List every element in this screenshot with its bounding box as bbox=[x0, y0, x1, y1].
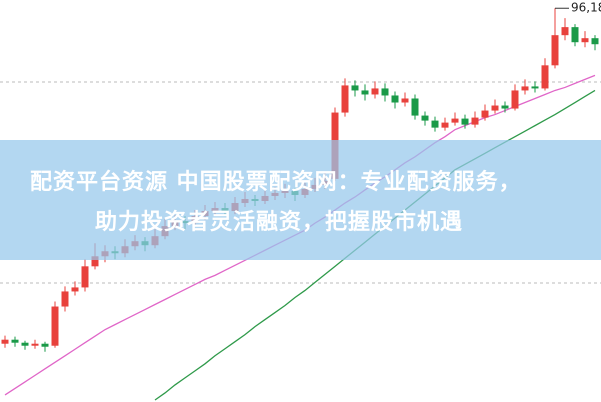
candle-body bbox=[421, 115, 429, 121]
candle-body bbox=[381, 88, 389, 96]
candle-body bbox=[521, 86, 529, 91]
candle-body bbox=[471, 117, 479, 125]
candle-body bbox=[71, 287, 79, 292]
candle-body bbox=[481, 110, 489, 118]
candle-body bbox=[11, 339, 19, 343]
candle-body bbox=[581, 38, 589, 43]
candle-body bbox=[21, 342, 29, 346]
candle-body bbox=[61, 291, 69, 307]
candle-body bbox=[511, 90, 519, 109]
candle-body bbox=[441, 122, 449, 128]
candle-body bbox=[491, 105, 499, 111]
candle-body bbox=[31, 343, 39, 346]
candle-body bbox=[431, 120, 439, 128]
candle-body bbox=[361, 90, 369, 95]
candle-body bbox=[411, 98, 419, 116]
candle-body bbox=[451, 118, 459, 123]
candle-body bbox=[341, 85, 349, 113]
banner-text: 助力投资者灵活融资，把握股市机遇 bbox=[95, 209, 463, 235]
candle-body bbox=[81, 266, 89, 288]
candle-body bbox=[461, 118, 469, 125]
banner-text: 配资平台资源 中国股票配资网：专业配资服务， bbox=[30, 169, 522, 195]
candle-body bbox=[371, 88, 379, 95]
candle-body bbox=[571, 27, 579, 43]
candle-body bbox=[591, 38, 599, 45]
candle-body bbox=[391, 95, 399, 103]
candle-body bbox=[1, 339, 9, 344]
candle-body bbox=[401, 98, 409, 103]
candle-body bbox=[551, 35, 559, 66]
candle-body bbox=[501, 105, 509, 109]
candle-body bbox=[541, 65, 549, 89]
candle-body bbox=[561, 27, 569, 36]
high-label: 96,18 bbox=[571, 1, 601, 15]
candle-body bbox=[41, 343, 49, 347]
candle-body bbox=[351, 85, 359, 91]
banner bbox=[0, 140, 601, 260]
candle-body bbox=[531, 86, 539, 89]
candle-body bbox=[51, 306, 59, 346]
candle-body bbox=[91, 256, 99, 267]
